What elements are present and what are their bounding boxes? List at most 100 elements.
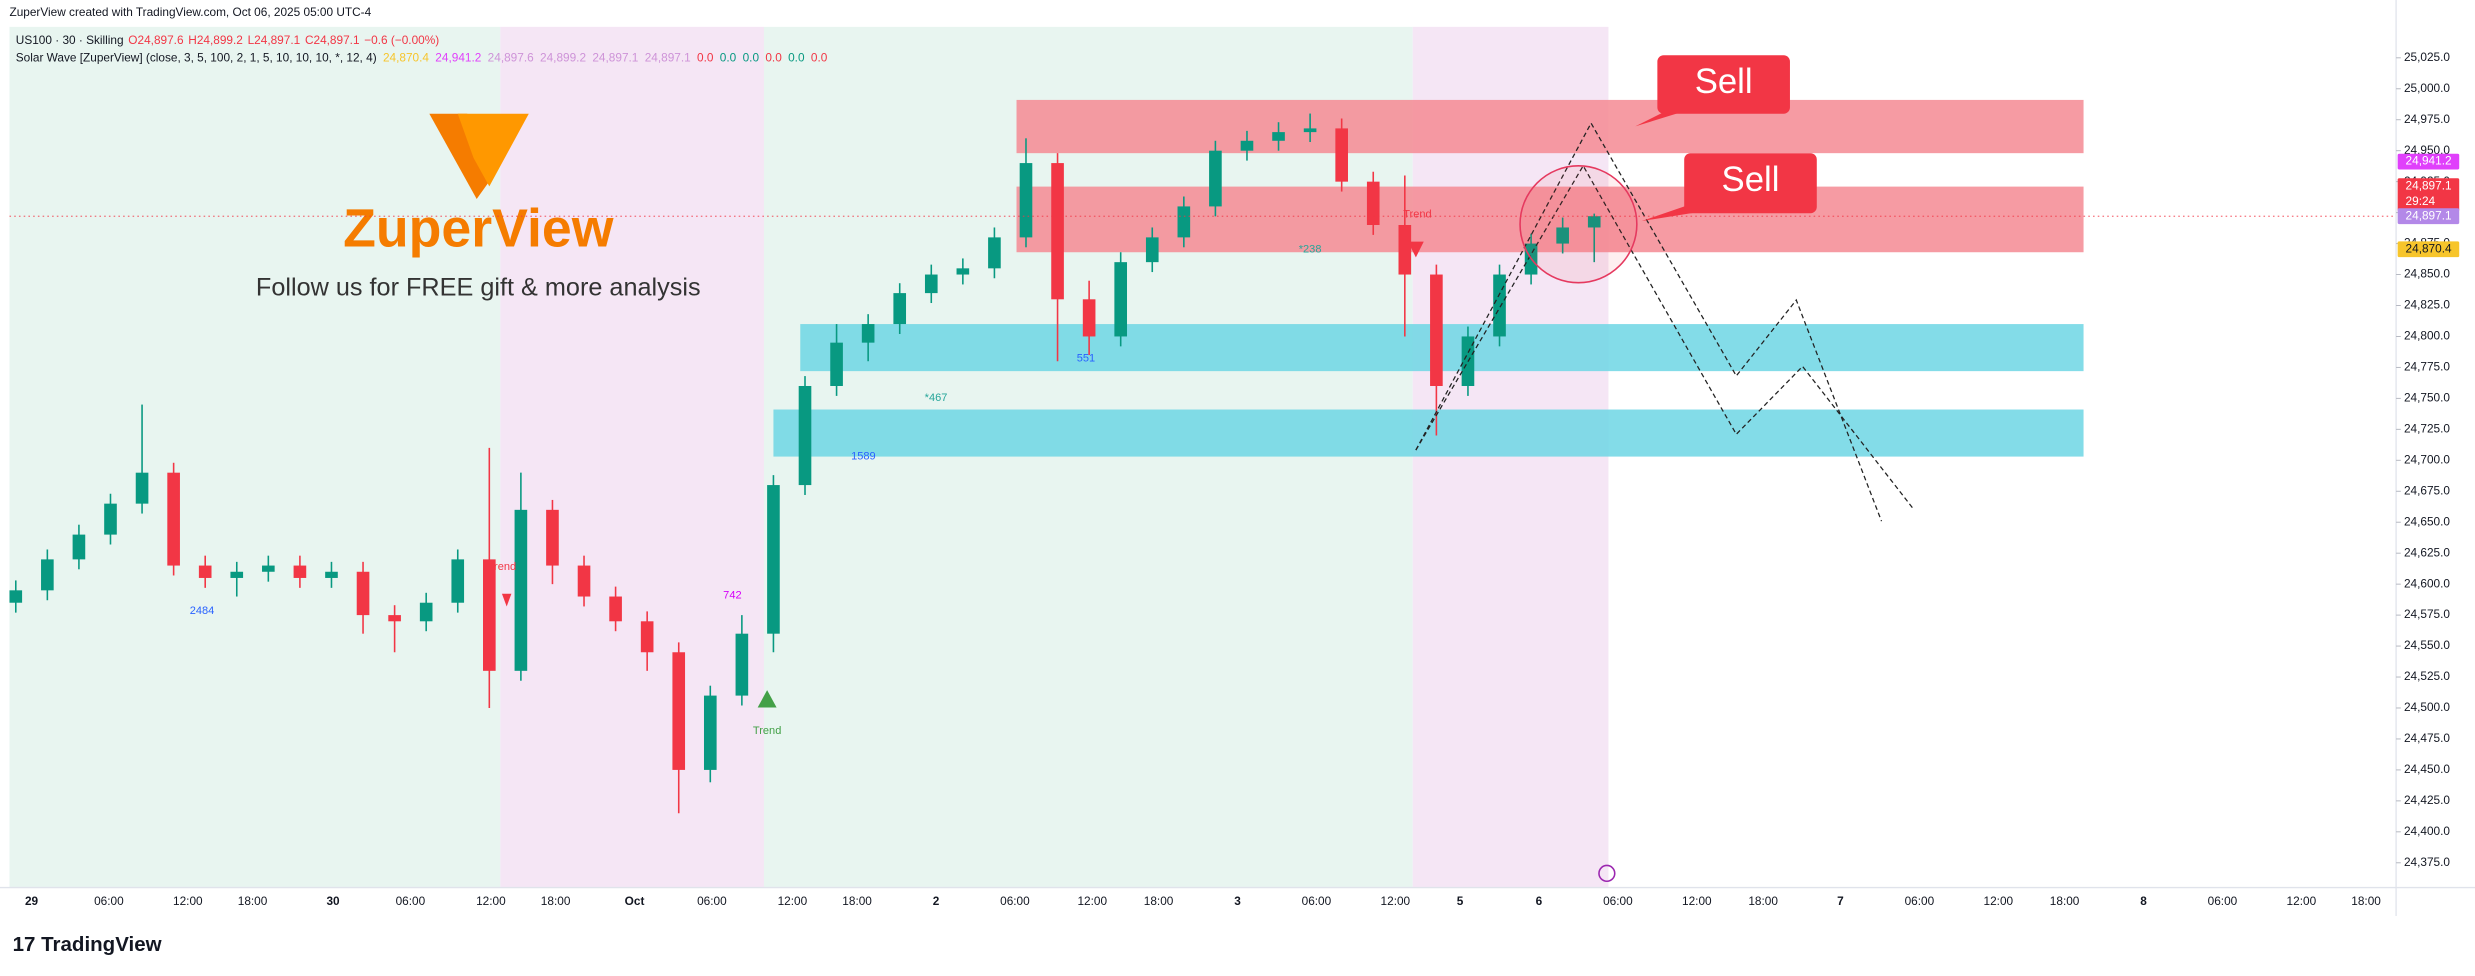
x-tick-label: 30	[326, 894, 340, 908]
callout: Sell	[1635, 55, 1790, 127]
price-axis	[2396, 0, 2475, 893]
y-tick-label: 24,525.0	[2404, 669, 2450, 683]
annotation: *467	[925, 392, 948, 404]
x-tick-label: 06:00	[697, 894, 727, 908]
price-badge-label: 24,897.1	[2406, 208, 2452, 222]
indicator-value: 24,941.2	[435, 51, 481, 65]
indicator-value: 0.0	[811, 51, 828, 65]
x-tick-label: 06:00	[1000, 894, 1030, 908]
x-tick-label: 18:00	[1748, 894, 1778, 908]
price-badge-label: 24,941.2	[2406, 154, 2452, 168]
replay-icon	[1598, 864, 1616, 883]
symbol: US100 · 30 · Skilling	[16, 33, 124, 47]
candle-body	[72, 534, 86, 560]
y-tick-label: 24,475.0	[2404, 731, 2450, 745]
annotation: 1589	[851, 450, 876, 462]
ohlc-value: C24,897.1	[305, 33, 360, 47]
x-tick-label: 12:00	[778, 894, 808, 908]
annotation: Trend	[753, 725, 781, 737]
price-badge-countdown: 29:24	[2406, 194, 2436, 208]
y-tick-label: 24,625.0	[2404, 545, 2450, 559]
y-tick-label: 24,975.0	[2404, 112, 2450, 126]
y-tick-label: 24,450.0	[2404, 762, 2450, 776]
candle-body	[483, 559, 496, 671]
candle-body	[1240, 140, 1254, 151]
candle-body	[1556, 227, 1569, 244]
candle-body	[893, 293, 907, 325]
candle-body	[924, 274, 938, 294]
y-tick-label: 24,825.0	[2404, 298, 2450, 312]
brand-name: ZuperView	[343, 198, 614, 258]
y-tick-label: 24,700.0	[2404, 452, 2450, 466]
ohlc-value: −0.6 (−0.00%)	[364, 33, 439, 47]
candle-body	[1335, 128, 1348, 182]
x-tick-label: 06:00	[94, 894, 124, 908]
credit: ZuperView created with TradingView.com, …	[9, 5, 371, 19]
x-tick-label: 7	[1837, 894, 1844, 908]
annotation: Trend	[1403, 209, 1431, 221]
ohlc-value: O24,897.6	[128, 33, 184, 47]
candle-body	[388, 615, 401, 622]
candles	[9, 113, 1601, 814]
callout-text: Sell	[1695, 63, 1753, 101]
y-tick-label: 24,400.0	[2404, 824, 2450, 838]
y-tick-label: 24,500.0	[2404, 700, 2450, 714]
callout-box	[1657, 55, 1790, 114]
y-tick-label: 25,025.0	[2404, 50, 2450, 64]
annotation: 551	[1077, 352, 1095, 364]
indicator-value: 0.0	[788, 51, 805, 65]
session-band	[763, 26, 1413, 888]
x-tick-label: 12:00	[476, 894, 506, 908]
trend-arrow	[1407, 241, 1424, 258]
x-tick-label: 12:00	[1682, 894, 1712, 908]
callout-box	[1684, 153, 1817, 214]
logo	[429, 113, 529, 199]
candle-body	[1430, 274, 1443, 386]
price-badge	[2397, 241, 2460, 258]
annotation: 742	[723, 589, 741, 601]
candle-body	[735, 633, 749, 696]
logo-shape	[457, 113, 529, 187]
indicator-line: Solar Wave [ZuperView] (close, 3, 5, 100…	[16, 51, 828, 65]
candle-body	[41, 559, 54, 591]
zone	[1016, 186, 2084, 253]
candle-body	[1366, 181, 1380, 225]
candle-body	[9, 590, 23, 603]
zone	[1016, 99, 2084, 154]
indicator-name: Solar Wave [ZuperView] (close, 3, 5, 100…	[16, 51, 377, 65]
candle-body	[767, 485, 780, 634]
candle-body	[672, 652, 686, 770]
candle-body	[1493, 274, 1506, 337]
candle-body	[451, 559, 465, 603]
price-badge	[2397, 208, 2460, 225]
candle-body	[167, 472, 180, 566]
footer-logo: 17 TradingView	[13, 933, 162, 956]
y-tick-label: 24,575.0	[2404, 607, 2450, 621]
candle-body	[640, 621, 654, 653]
x-tick-label: 18:00	[541, 894, 571, 908]
candle-body	[577, 565, 591, 597]
indicator-value: 0.0	[697, 51, 714, 65]
axes: 24,375.0 24,400.0 24,425.0 24,450.0 24,475.0…	[9, 50, 2460, 908]
candle-body	[1145, 237, 1159, 263]
annotation: Trend	[488, 561, 516, 573]
candle-body	[1051, 163, 1064, 300]
footer-mark: 17	[13, 933, 42, 956]
x-tick-label: 06:00	[1905, 894, 1935, 908]
projection-path	[1415, 121, 1883, 522]
x-tick-label: 06:00	[396, 894, 426, 908]
x-tick-label: 8	[2140, 894, 2147, 908]
projection-path	[1415, 164, 1914, 509]
candle-body	[293, 565, 307, 578]
candle-body	[262, 565, 275, 572]
session-band	[1412, 26, 1609, 888]
price-badge	[2397, 178, 2460, 212]
symbol-line: US100 · 30 · Skilling O24,897.6 H24,899.2 L…	[16, 33, 439, 47]
projection	[1415, 121, 1914, 522]
candle-body	[135, 472, 149, 504]
y-tick-label: 24,850.0	[2404, 267, 2450, 281]
candle-body	[956, 268, 970, 275]
price-badge-label: 24,870.4	[2406, 241, 2452, 255]
